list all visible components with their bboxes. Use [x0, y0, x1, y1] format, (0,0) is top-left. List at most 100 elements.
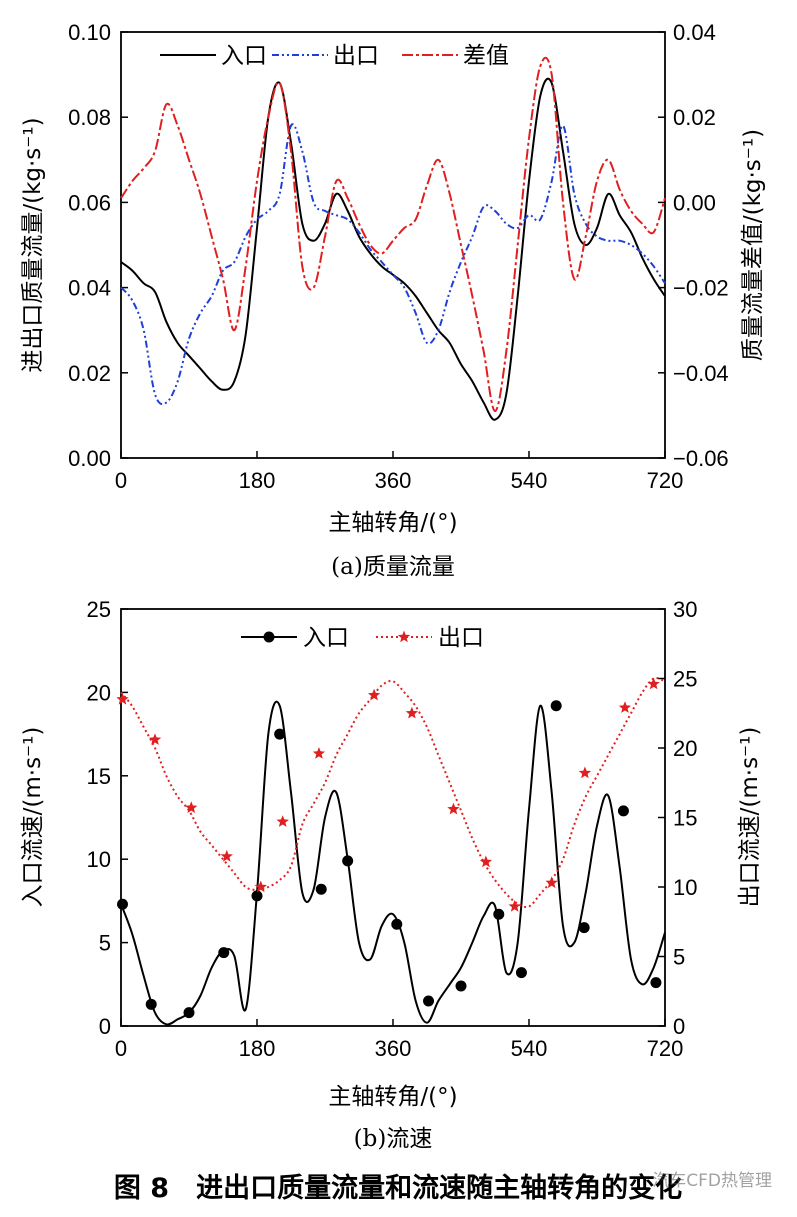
watermark: 汽车CFD热管理	[652, 1171, 772, 1191]
y-right-tick-label: 0.00	[673, 190, 716, 215]
chart-mass-flow: 0 180 360 540 720 0.00 0.02 0.04 0.06 0.08 0.10 −0.…	[20, 20, 766, 580]
y-axis-label-b: 入口流速/(m·s⁻¹)	[20, 727, 46, 908]
legend-label-inlet-b: 入口	[303, 625, 349, 651]
x-axis-label-a: 主轴转角/(°)	[328, 510, 457, 536]
y-right-tick-label: 10	[673, 875, 697, 900]
y-right-tick-label: −0.02	[673, 276, 729, 301]
data-point-1-0	[342, 855, 354, 867]
data-point-1-0	[578, 922, 590, 934]
x-tick-label: 360	[375, 1036, 412, 1061]
y-right-tick-label: 25	[673, 667, 697, 692]
x-tick-label: 180	[239, 1036, 276, 1061]
y-tick-label: 10	[87, 847, 111, 872]
data-point-1-1	[447, 802, 460, 815]
y-tick-label: 0.04	[68, 276, 111, 301]
data-point-1-0	[117, 898, 129, 910]
data-point-1-1	[479, 855, 493, 868]
data-point-1-0	[650, 977, 662, 989]
series-line-0-1	[120, 123, 666, 406]
x-tick-label: 720	[647, 468, 684, 493]
data-point-1-1	[276, 815, 289, 827]
y-right-tick-label: 5	[673, 945, 685, 970]
legend-label-outlet-b: 出口	[438, 625, 484, 651]
data-point-1-1	[405, 706, 419, 719]
legend-marker-inlet-b	[263, 631, 275, 643]
data-point-1-1	[148, 733, 162, 745]
data-point-1-0	[251, 890, 263, 902]
x-tick-label: 540	[511, 1036, 548, 1061]
data-point-1-0	[218, 947, 230, 959]
y-tick-label: 20	[87, 680, 111, 705]
x-tick-label: 0	[115, 1036, 127, 1061]
data-point-1-1	[647, 677, 660, 690]
y-right-tick-label: 0	[673, 1014, 685, 1039]
legend-label-outlet-a: 出口	[333, 43, 379, 69]
series-line-1-1	[120, 677, 666, 909]
y-axis-right-label-b: 出口流速/(m·s⁻¹)	[737, 727, 763, 908]
data-point-1-1	[220, 849, 233, 862]
x-tick-label: 720	[647, 1036, 684, 1061]
legend-label-diff-a: 差值	[463, 43, 509, 69]
data-point-1-1	[254, 880, 267, 893]
y-axis-right-label-a: 质量流量差值/(kg·s⁻¹)	[740, 129, 766, 361]
series-lines-a	[120, 56, 666, 421]
ticks-a: 0 180 360 540 720 0.00 0.02 0.04 0.06 0.08 0.10 −0.…	[68, 20, 729, 493]
data-point-1-0	[515, 967, 527, 979]
series-line-0-0	[120, 77, 666, 421]
series-line-0-2	[120, 56, 666, 413]
legend-label-inlet-a: 入口	[221, 43, 267, 69]
data-point-1-1	[185, 801, 198, 813]
data-point-1-1	[618, 701, 632, 713]
data-point-1-0	[183, 1007, 195, 1019]
caption-a: (a)质量流量	[331, 554, 455, 580]
y-tick-label: 0.00	[68, 446, 111, 471]
y-right-tick-label: −0.04	[673, 361, 729, 386]
data-point-1-1	[116, 692, 129, 705]
data-point-1-0	[423, 995, 435, 1007]
data-point-1-0	[493, 908, 505, 920]
y-tick-label: 0	[99, 1014, 111, 1039]
plot-frame-b	[120, 608, 666, 1027]
caption-b: (b)流速	[354, 1126, 433, 1152]
data-point-1-1	[312, 747, 326, 759]
series-line-1-0	[120, 700, 666, 1026]
data-point-1-0	[455, 980, 467, 992]
data-point-1-0	[617, 805, 629, 817]
y-tick-label: 0.10	[68, 20, 111, 45]
y-tick-label: 0.08	[68, 105, 111, 130]
data-point-1-1	[508, 900, 521, 912]
figure-title: 图 8 进出口质量流量和流速随主轴转角的变化	[114, 1172, 682, 1204]
data-point-1-0	[145, 998, 157, 1010]
data-point-1-1	[545, 876, 558, 889]
x-tick-label: 540	[511, 468, 548, 493]
legend-marker-outlet-b	[397, 630, 411, 643]
data-point-1-0	[550, 700, 562, 712]
y-tick-label: 25	[87, 597, 111, 622]
x-tick-label: 360	[375, 468, 412, 493]
y-axis-label-a: 进出口质量流量/(kg·s⁻¹)	[20, 117, 46, 372]
y-tick-label: 5	[99, 931, 111, 956]
data-point-1-0	[274, 728, 286, 740]
y-tick-label: 15	[87, 764, 111, 789]
x-tick-label: 180	[239, 468, 276, 493]
y-right-tick-label: −0.06	[673, 446, 729, 471]
series-lines-b	[116, 677, 666, 1026]
data-point-1-0	[315, 883, 327, 895]
y-right-tick-label: 0.02	[673, 105, 716, 130]
y-right-tick-label: 0.04	[673, 20, 716, 45]
y-tick-label: 0.06	[68, 190, 111, 215]
y-right-tick-label: 20	[673, 736, 697, 761]
y-right-tick-label: 15	[673, 806, 697, 831]
data-point-1-1	[367, 688, 381, 701]
data-point-1-1	[578, 766, 592, 779]
x-tick-label: 0	[115, 468, 127, 493]
x-axis-label-b: 主轴转角/(°)	[328, 1084, 457, 1110]
legend-a: 入口 出口 差值	[160, 43, 509, 69]
legend-b: 入口 出口	[241, 625, 484, 651]
legend-star-icon	[397, 630, 411, 643]
y-right-tick-label: 30	[673, 597, 697, 622]
y-tick-label: 0.02	[68, 361, 111, 386]
